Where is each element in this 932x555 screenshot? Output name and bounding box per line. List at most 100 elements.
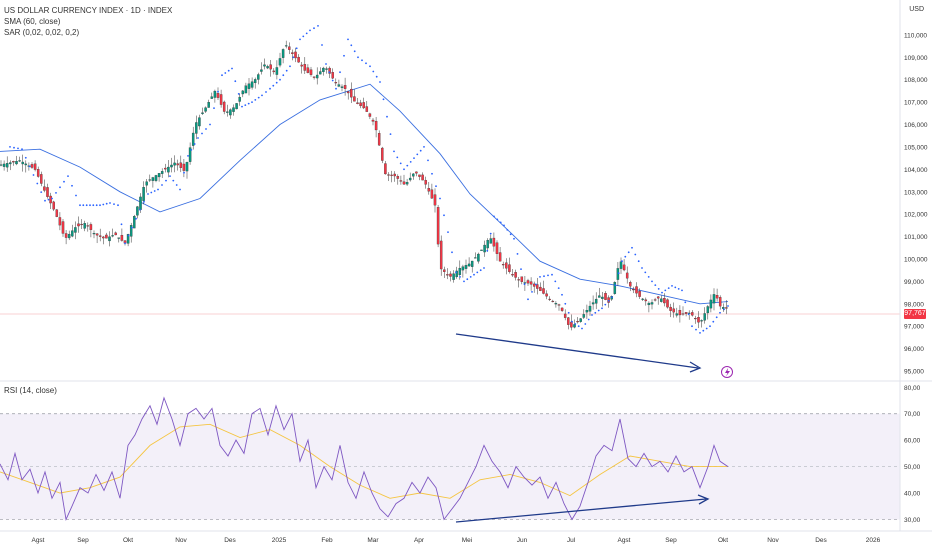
sar-dot — [244, 104, 247, 106]
candle — [446, 268, 449, 280]
candle — [464, 259, 468, 274]
candle — [377, 130, 381, 146]
sar-dot — [47, 198, 50, 201]
price-y-axis[interactable]: 110,000 109,000 108,000 107,000 106,000 105,0… — [904, 32, 928, 375]
candle — [529, 277, 533, 291]
sar-dot — [79, 204, 81, 207]
sar-dot — [691, 325, 693, 328]
x-tick-label: 2026 — [866, 537, 881, 544]
candle — [154, 174, 158, 183]
candle — [247, 78, 251, 96]
sar-dot — [554, 280, 557, 283]
rsi-legend[interactable]: RSI (14, close) — [4, 386, 57, 395]
candle — [722, 303, 725, 312]
rsi-y-axis[interactable]: 80,00 70,00 60,00 50,00 40,00 30,00 — [904, 385, 921, 524]
chart-title: US DOLLAR CURRENCY INDEX · 1D · INDEX — [4, 6, 173, 15]
sar-dot — [443, 214, 445, 217]
sar-dot — [709, 325, 711, 328]
sar-dot — [719, 311, 721, 314]
candle — [260, 62, 263, 75]
sar-dot — [201, 132, 203, 135]
candle — [470, 260, 474, 273]
sar-dot — [143, 200, 145, 203]
candle — [672, 302, 675, 318]
candle — [588, 300, 592, 316]
sar-dot — [634, 253, 637, 256]
sar-dot — [677, 288, 680, 290]
sar-dot — [637, 260, 640, 263]
candle — [80, 219, 83, 230]
sar-dot — [614, 284, 617, 286]
price-tick-label: 97,000 — [904, 324, 924, 331]
candle — [98, 228, 102, 242]
sar-dot — [509, 233, 512, 236]
candle — [691, 310, 694, 317]
sar-dot — [574, 323, 577, 325]
sar-dot — [237, 93, 240, 95]
sar-dot — [365, 62, 367, 65]
sar-dot — [427, 159, 429, 162]
sma-legend[interactable]: SMA (60, close) — [4, 17, 61, 26]
sar-dot — [413, 157, 415, 160]
candle — [387, 172, 390, 182]
x-tick-label: Apr — [414, 537, 425, 544]
sar-dot — [447, 231, 449, 234]
sar-dot — [197, 137, 199, 139]
candle — [71, 224, 74, 238]
sar-dot — [36, 182, 39, 185]
candle — [576, 317, 579, 324]
sar-dot — [439, 197, 441, 200]
price-tick-label: 105,000 — [904, 144, 928, 151]
sar-dot — [231, 67, 233, 70]
candle — [362, 97, 365, 110]
sar-dot — [489, 232, 492, 235]
sar-dot — [254, 99, 257, 101]
candle — [350, 82, 353, 104]
sar-dot — [82, 204, 85, 207]
sar-dot — [684, 301, 687, 304]
sar-dot — [611, 296, 613, 298]
sar-dot — [55, 192, 57, 194]
rsi-pane[interactable]: 80,00 70,00 60,00 50,00 40,00 30,00 — [0, 385, 921, 524]
candle — [346, 91, 350, 100]
candle — [46, 183, 49, 199]
sar-dot — [187, 155, 189, 157]
lightning-icon[interactable] — [721, 366, 733, 378]
x-tick-label: Feb — [321, 537, 333, 544]
sar-legend[interactable]: SAR (0,02, 0,02, 0,2) — [4, 28, 80, 37]
sar-dot — [279, 78, 281, 81]
sar-dot — [393, 150, 395, 153]
sar-dot — [520, 268, 522, 270]
price-pane[interactable]: 110,000 109,000 108,000 107,000 106,000 105,0… — [0, 25, 928, 378]
candle — [263, 58, 266, 70]
candle — [439, 235, 443, 276]
candle — [253, 77, 257, 89]
candle — [306, 64, 310, 74]
candle — [12, 160, 15, 166]
candle — [30, 162, 34, 169]
candle — [498, 247, 502, 262]
sar-dot — [466, 278, 469, 281]
sar-dot — [172, 179, 175, 182]
candle — [309, 66, 313, 77]
sar-dot — [131, 226, 133, 229]
candle — [0, 160, 3, 167]
x-axis[interactable]: Agst Sep Okt Nov Des 2025 Feb Mar Apr Mei Jun Jul Ag… — [31, 537, 880, 544]
candle — [399, 175, 403, 185]
candle — [427, 181, 431, 195]
candle — [517, 276, 520, 288]
candle — [92, 230, 96, 239]
sar-dot — [667, 287, 670, 289]
candle — [176, 159, 179, 171]
price-tick-label: 99,000 — [904, 279, 924, 286]
candle — [77, 216, 80, 233]
candle — [563, 309, 567, 321]
candle — [365, 100, 369, 112]
candle — [133, 214, 136, 229]
candle — [526, 278, 530, 286]
candle — [151, 176, 155, 188]
candle — [201, 107, 204, 115]
sar-dot — [705, 327, 708, 330]
candle — [594, 292, 598, 310]
candle — [173, 155, 176, 173]
